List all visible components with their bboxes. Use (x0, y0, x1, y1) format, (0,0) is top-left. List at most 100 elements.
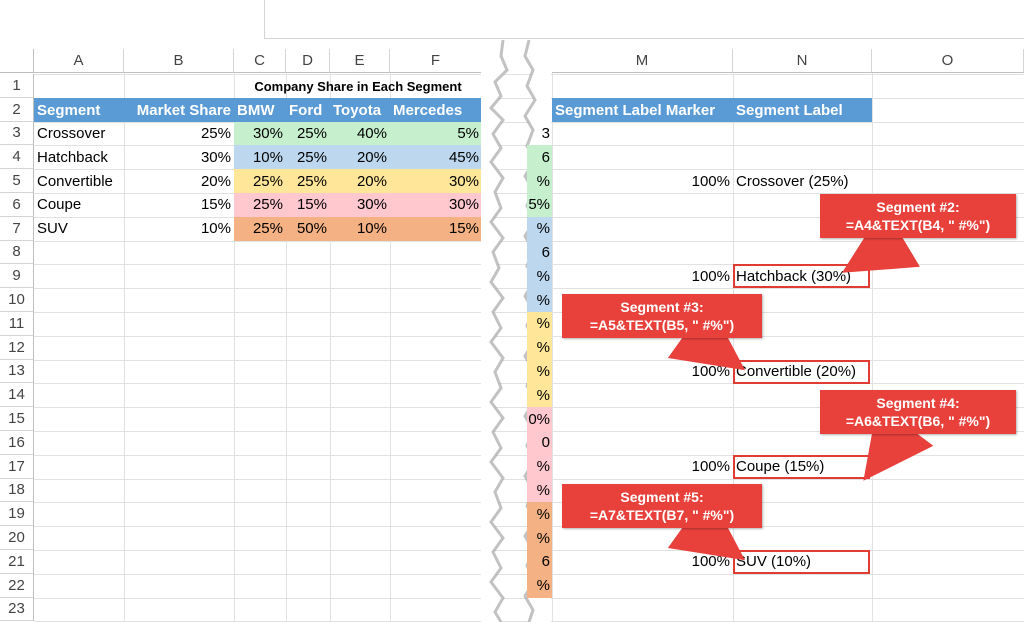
callout-segment-4: Segment #4: =A6&TEXT(B6, " #%") (820, 390, 1016, 434)
cell-ford[interactable]: 25% (286, 169, 330, 193)
torn-cell-fragment: % (527, 359, 552, 384)
cell-segment[interactable]: Crossover (37, 124, 106, 142)
cell-mercedes[interactable]: 30% (390, 193, 482, 217)
callout-formula: =A6&TEXT(B6, " #%") (845, 413, 991, 429)
row-header-10[interactable]: 10 (0, 288, 34, 312)
cell-ford[interactable]: 50% (286, 216, 330, 241)
highlight-box-suv (733, 550, 870, 574)
cell-segment-label[interactable]: Crossover (25%) (736, 172, 849, 190)
cell-segment[interactable]: Coupe (37, 196, 82, 214)
row-header-18[interactable]: 18 (0, 478, 34, 503)
torn-cell-fragment: 0 (527, 431, 552, 455)
row-header-2[interactable]: 2 (0, 97, 34, 122)
row-header-5[interactable]: 5 (0, 169, 34, 193)
grid-line (390, 73, 391, 622)
chart-title-cell[interactable]: Company Share in Each Segment (254, 78, 462, 94)
cell-bmw[interactable]: 10% (234, 145, 286, 170)
column-header-b[interactable]: B (124, 49, 234, 73)
cell-market-share[interactable]: 20% (200, 172, 231, 190)
row-header-4[interactable]: 4 (0, 145, 34, 170)
torn-cell-fragment: % (527, 573, 552, 598)
torn-cell-fragment: 6 (527, 550, 552, 574)
cell-segment-label[interactable]: Convertible (20%) (736, 362, 857, 380)
column-header-a[interactable]: A (34, 49, 124, 73)
grid-line (34, 74, 1024, 75)
cell-toyota[interactable]: 30% (330, 193, 390, 217)
cell-segment-label[interactable]: Coupe (15%) (736, 458, 825, 476)
row-header-23[interactable]: 23 (0, 597, 34, 622)
cell-market-share[interactable]: 25% (200, 124, 231, 142)
column-header-m[interactable]: M (552, 49, 733, 73)
header-label[interactable]: Segment Label (733, 98, 872, 122)
row-header-12[interactable]: 12 (0, 335, 34, 360)
cell-mercedes[interactable]: 5% (390, 121, 482, 146)
row-header-11[interactable]: 11 (0, 312, 34, 336)
grid-line (286, 73, 287, 622)
cell-bmw[interactable]: 25% (234, 216, 286, 241)
cell-bmw[interactable]: 25% (234, 169, 286, 193)
header-ford[interactable]: Ford (286, 98, 330, 122)
cell-segment[interactable]: SUV (37, 220, 68, 238)
cell-label-marker[interactable]: 100% (691, 458, 730, 476)
row-header-8[interactable]: 8 (0, 240, 34, 265)
cell-label-marker[interactable]: 100% (691, 172, 730, 190)
column-header-d[interactable]: D (286, 49, 330, 73)
cell-ford[interactable]: 25% (286, 121, 330, 146)
row-header-9[interactable]: 9 (0, 264, 34, 289)
row-header-17[interactable]: 17 (0, 454, 34, 479)
callout-title: Segment #5: (620, 489, 704, 505)
cell-toyota[interactable]: 10% (330, 216, 390, 241)
row-header-6[interactable]: 6 (0, 193, 34, 217)
row-header-14[interactable]: 14 (0, 383, 34, 408)
torn-cell-fragment: % (527, 288, 552, 312)
cell-bmw[interactable]: 25% (234, 193, 286, 217)
column-header-e[interactable]: E (330, 49, 390, 73)
cell-mercedes[interactable]: 15% (390, 216, 482, 241)
row-header-19[interactable]: 19 (0, 502, 34, 527)
header-toyota[interactable]: Toyota (330, 98, 390, 122)
column-header-n[interactable]: N (733, 49, 872, 73)
row-header-1[interactable]: 1 (0, 74, 34, 98)
cell-segment-label[interactable]: SUV (10%) (736, 553, 812, 571)
grid-line (124, 73, 125, 622)
cell-bmw[interactable]: 30% (234, 121, 286, 146)
column-header-c[interactable]: C (234, 49, 286, 73)
row-header-20[interactable]: 20 (0, 526, 34, 550)
row-header-16[interactable]: 16 (0, 431, 34, 455)
torn-cell-fragment: 3 (541, 124, 550, 142)
cell-toyota[interactable]: 20% (330, 145, 390, 170)
cell-ford[interactable]: 25% (286, 145, 330, 170)
callout-segment-3: Segment #3: =A5&TEXT(B5, " #%") (562, 294, 762, 338)
cell-segment-label[interactable]: Hatchback (30%) (736, 267, 852, 285)
cell-segment[interactable]: Hatchback (37, 148, 108, 166)
torn-cell-fragment: 6 (527, 240, 552, 265)
cell-label-marker[interactable]: 100% (691, 267, 730, 285)
cell-ford[interactable]: 15% (286, 193, 330, 217)
cell-market-share[interactable]: 30% (200, 148, 231, 166)
row-header-22[interactable]: 22 (0, 573, 34, 598)
cell-segment[interactable]: Convertible (37, 172, 113, 190)
row-header-21[interactable]: 21 (0, 550, 34, 574)
header-mercedes[interactable]: Mercedes (390, 98, 482, 122)
column-header-f[interactable]: F (390, 49, 482, 73)
cell-toyota[interactable]: 20% (330, 169, 390, 193)
cell-toyota[interactable]: 40% (330, 121, 390, 146)
row-header-3[interactable]: 3 (0, 121, 34, 146)
header-market-share[interactable]: Market Share (124, 98, 234, 122)
header-label-marker[interactable]: Segment Label Marker (552, 98, 733, 122)
cell-mercedes[interactable]: 45% (390, 145, 482, 170)
highlight-box-convertible (733, 360, 870, 384)
header-segment[interactable]: Segment (34, 98, 124, 122)
cell-mercedes[interactable]: 30% (390, 169, 482, 193)
select-all-corner[interactable] (0, 49, 34, 73)
highlight-box-hatchback (733, 264, 870, 288)
header-bmw[interactable]: BMW (234, 98, 286, 122)
row-header-13[interactable]: 13 (0, 359, 34, 384)
cell-market-share[interactable]: 10% (200, 220, 231, 238)
row-header-7[interactable]: 7 (0, 216, 34, 241)
row-header-15[interactable]: 15 (0, 407, 34, 431)
formula-bar[interactable] (264, 0, 1024, 39)
cell-market-share[interactable]: 15% (200, 196, 231, 214)
callout-segment-2: Segment #2: =A4&TEXT(B4, " #%") (820, 194, 1016, 238)
